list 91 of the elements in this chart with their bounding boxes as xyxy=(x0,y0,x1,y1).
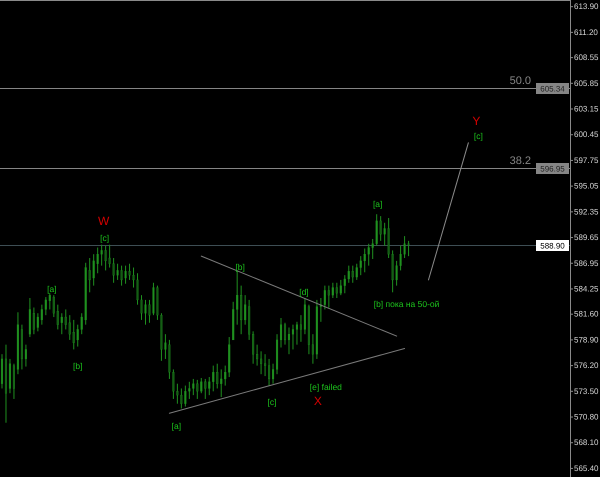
candlestick xyxy=(212,365,214,392)
candlestick xyxy=(336,282,338,299)
annotation: [d] xyxy=(299,287,309,297)
candlestick xyxy=(220,368,222,398)
candlestick xyxy=(292,324,294,350)
candlestick xyxy=(144,299,147,326)
candlestick xyxy=(328,285,330,308)
candlestick xyxy=(280,318,282,348)
y-tick-label: 595.05 xyxy=(574,182,600,191)
price-tag: 588.90 xyxy=(536,240,569,251)
candlestick xyxy=(296,321,298,346)
annotation: [b] пока на 50-ой xyxy=(374,299,440,309)
candlestick xyxy=(408,240,410,257)
candlestick xyxy=(332,282,334,299)
candlestick xyxy=(124,265,127,284)
candlestick xyxy=(136,272,139,306)
annotation: [e] failed xyxy=(310,382,342,392)
candlestick xyxy=(380,216,382,242)
annotation: [a] xyxy=(47,284,57,294)
y-tick-label: 605.85 xyxy=(574,78,600,88)
candlestick xyxy=(72,319,75,350)
ref-line-label: 588.90 xyxy=(540,242,566,250)
candlestick xyxy=(140,294,143,320)
candlestick xyxy=(112,258,115,284)
y-tick-label: 611.20 xyxy=(574,28,598,37)
y-tick-label: 581.60 xyxy=(574,310,600,319)
annotation: [c] xyxy=(100,233,110,243)
y-tick-label: 592.35 xyxy=(574,207,600,216)
y-tick-label: 565.40 xyxy=(574,464,600,473)
y-tick-label: 589.65 xyxy=(574,233,600,242)
candlestick xyxy=(196,379,198,400)
annotation: W xyxy=(98,214,110,228)
candlestick xyxy=(44,296,47,316)
y-tick-label: 584.25 xyxy=(574,284,600,294)
ref-line-label: 596.95 xyxy=(540,164,566,174)
candlestick xyxy=(116,263,119,280)
candlestick xyxy=(92,254,95,286)
candlestick xyxy=(368,243,370,266)
y-tick-label: 573.50 xyxy=(574,386,600,396)
price-tag: 605.34 xyxy=(536,83,569,94)
price-tag: 596.95 xyxy=(536,163,569,174)
y-tick-label: 613.90 xyxy=(574,2,600,12)
candlestick xyxy=(324,285,326,310)
candlestick xyxy=(356,263,358,280)
candlestick xyxy=(180,388,182,409)
annotation: 38.2 xyxy=(510,155,531,167)
y-tick-label: 586.95 xyxy=(574,258,600,268)
y-tick-label: 608.55 xyxy=(574,53,600,62)
annotation: X xyxy=(314,394,322,408)
candlestick xyxy=(376,214,378,246)
candlestick xyxy=(268,358,270,386)
y-tick-label: 570.80 xyxy=(574,412,600,422)
candlestick xyxy=(32,307,35,335)
y-tick-label: 600.45 xyxy=(574,130,600,140)
candlestick xyxy=(352,265,354,284)
candlestick xyxy=(128,263,131,280)
candlestick xyxy=(48,292,51,310)
candlestick xyxy=(104,245,107,271)
candlestick xyxy=(260,350,262,375)
candlestick xyxy=(204,378,206,400)
y-tick-label: 576.20 xyxy=(574,361,600,370)
candlestick xyxy=(264,354,266,377)
y-tick-label: 578.90 xyxy=(574,335,600,344)
annotation: Y xyxy=(472,114,480,128)
annotation: [c] xyxy=(268,397,277,407)
annotation: [b] xyxy=(235,262,245,272)
candlestick xyxy=(100,244,103,266)
candlestick xyxy=(200,377,202,394)
y-tick-label: 597.75 xyxy=(574,156,600,165)
candlestick xyxy=(288,327,290,355)
candlestick xyxy=(184,385,186,408)
candlestick xyxy=(192,378,194,396)
candlestick xyxy=(344,274,346,294)
candlestick xyxy=(348,265,350,284)
candlestick xyxy=(284,322,286,346)
annotation: [a] xyxy=(372,199,382,209)
candlestick xyxy=(364,248,366,273)
candlestick xyxy=(120,265,123,286)
candlestick xyxy=(36,312,39,332)
y-tick-label: 568.10 xyxy=(574,438,600,448)
candlestick xyxy=(68,314,71,340)
candlestick xyxy=(340,279,342,296)
annotation: 50.0 xyxy=(510,75,531,87)
y-tick-label: 603.15 xyxy=(574,104,600,114)
ref-line-label: 605.34 xyxy=(540,84,566,94)
annotation: [a] xyxy=(172,421,182,431)
candlestick xyxy=(360,256,362,276)
annotation: [b] xyxy=(73,361,82,371)
annotation: [c] xyxy=(474,131,483,141)
candlestick xyxy=(216,363,218,389)
candlestick xyxy=(60,312,63,335)
